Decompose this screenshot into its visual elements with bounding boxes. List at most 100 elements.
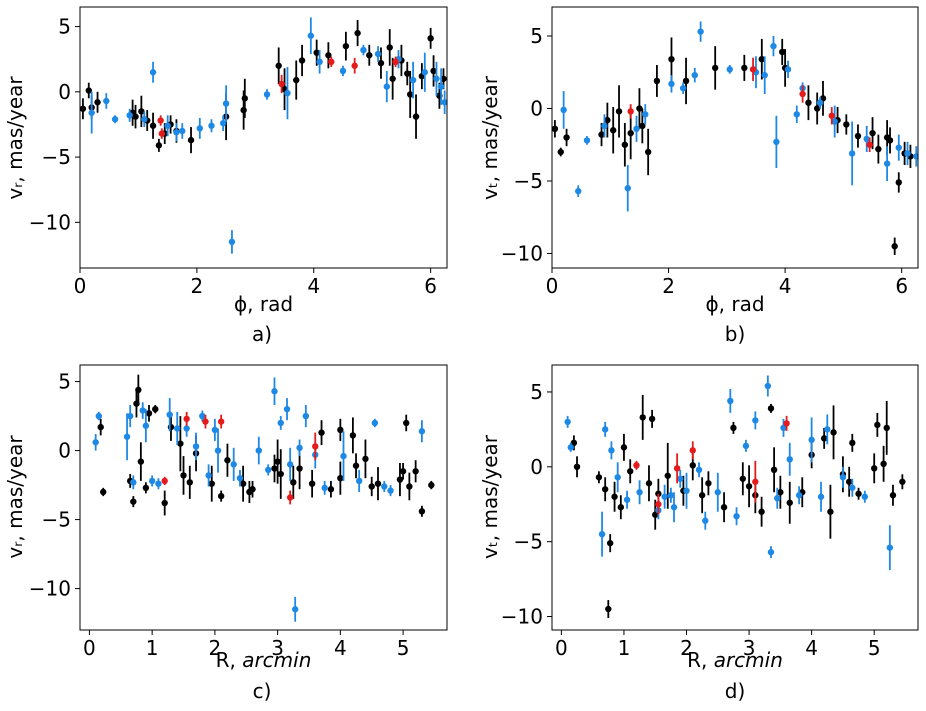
y-tick-label: −5 [42,145,71,169]
data-point-blue [360,46,367,54]
data-point-blue [174,425,181,432]
data-point-black [883,424,890,432]
data-point-black [386,44,393,51]
data-point-blue [861,493,869,500]
y-tick-label: 0 [530,97,543,121]
data-point-black [891,243,898,250]
data-point-blue [130,479,137,486]
data-point-black [161,499,168,507]
data-point-blue [642,111,649,118]
data-point-red [752,478,759,485]
data-point-black [664,472,671,479]
data-point-black [217,492,225,500]
axes-frame [79,6,448,269]
data-point-red [392,58,399,66]
data-point-blue [863,135,870,143]
data-point-blue [173,129,180,136]
data-point-red [689,447,696,454]
data-point-black [418,508,426,515]
x-axis-label: ϕ, rad [234,292,293,316]
data-point-blue [808,436,815,444]
data-point-blue [284,89,291,97]
y-tick-label: −10 [501,242,543,266]
data-point-blue [286,461,294,468]
data-point-black [843,121,850,128]
data-point-blue [141,116,148,123]
x-tick-label: 3 [743,636,756,660]
data-point-black [137,458,145,465]
data-point-black [224,457,231,464]
x-tick-label: 4 [779,274,792,298]
data-point-blue [255,447,262,454]
data-point-black [636,105,643,112]
data-point-blue [437,83,445,90]
series-red [157,56,399,139]
data-point-red [783,420,790,427]
data-point-black [827,508,834,515]
data-point-blue [849,484,856,491]
data-point-black [620,444,628,451]
data-point-blue [598,530,606,538]
data-point-black [132,113,139,120]
data-point-blue [883,160,891,167]
data-point-black [845,478,853,485]
data-point-black [293,76,300,84]
data-point-blue [230,461,237,468]
data-point-blue [307,32,315,39]
data-point-blue [111,116,119,123]
data-point-blue [383,83,391,90]
data-point-black [135,386,142,394]
data-point-black [94,99,101,106]
data-point-blue [848,150,856,157]
data-point-black [342,42,350,50]
data-point-blue [339,67,347,75]
y-tick-label: 5 [530,380,543,404]
data-point-black [152,405,159,413]
data-point-blue [283,405,291,413]
data-point-black [598,131,605,138]
panel-b: 0 2 4 6 5 0 −5 −10 ϕ, rad vₜ, mas/year b) [478,6,919,346]
data-point-blue [296,444,303,452]
data-point-black [403,419,410,427]
data-point-black [396,476,404,483]
data-point-black [80,105,87,112]
data-point-blue [726,66,733,73]
data-point-black [739,475,747,482]
data-point-black [601,486,609,493]
x-axis-label: R, arcmin [687,648,783,672]
data-point-black [85,87,92,94]
data-point-blue [139,407,146,414]
data-point-black [97,423,104,431]
data-point-blue [236,474,244,482]
data-point-red [183,415,190,423]
data-point-black [655,490,662,497]
data-point-blue [661,493,668,500]
data-point-blue [126,112,133,119]
data-point-black [615,108,623,115]
data-point-blue [895,144,902,151]
data-point-blue [228,238,236,246]
data-point-black [668,56,675,63]
data-point-blue [831,118,838,125]
data-point-red [157,117,164,124]
data-point-black [570,439,578,447]
data-point-black [595,474,603,481]
data-point-black [412,113,420,120]
data-point-black [138,108,145,115]
data-point-blue [774,495,781,502]
data-point-red [633,462,640,469]
data-point-black [298,57,306,64]
panel-label: c) [253,679,272,703]
data-point-blue [564,418,571,426]
data-point-blue [277,419,284,427]
data-point-black [711,64,719,72]
data-point-red [217,418,225,425]
x-tick-label: 6 [424,274,437,298]
data-point-black [406,91,414,98]
data-point-blue [381,483,388,490]
axes-frame [79,364,448,631]
data-point-black [720,504,728,511]
y-axis-label: vₜ, mas/year [478,75,502,200]
data-point-red [866,141,873,148]
